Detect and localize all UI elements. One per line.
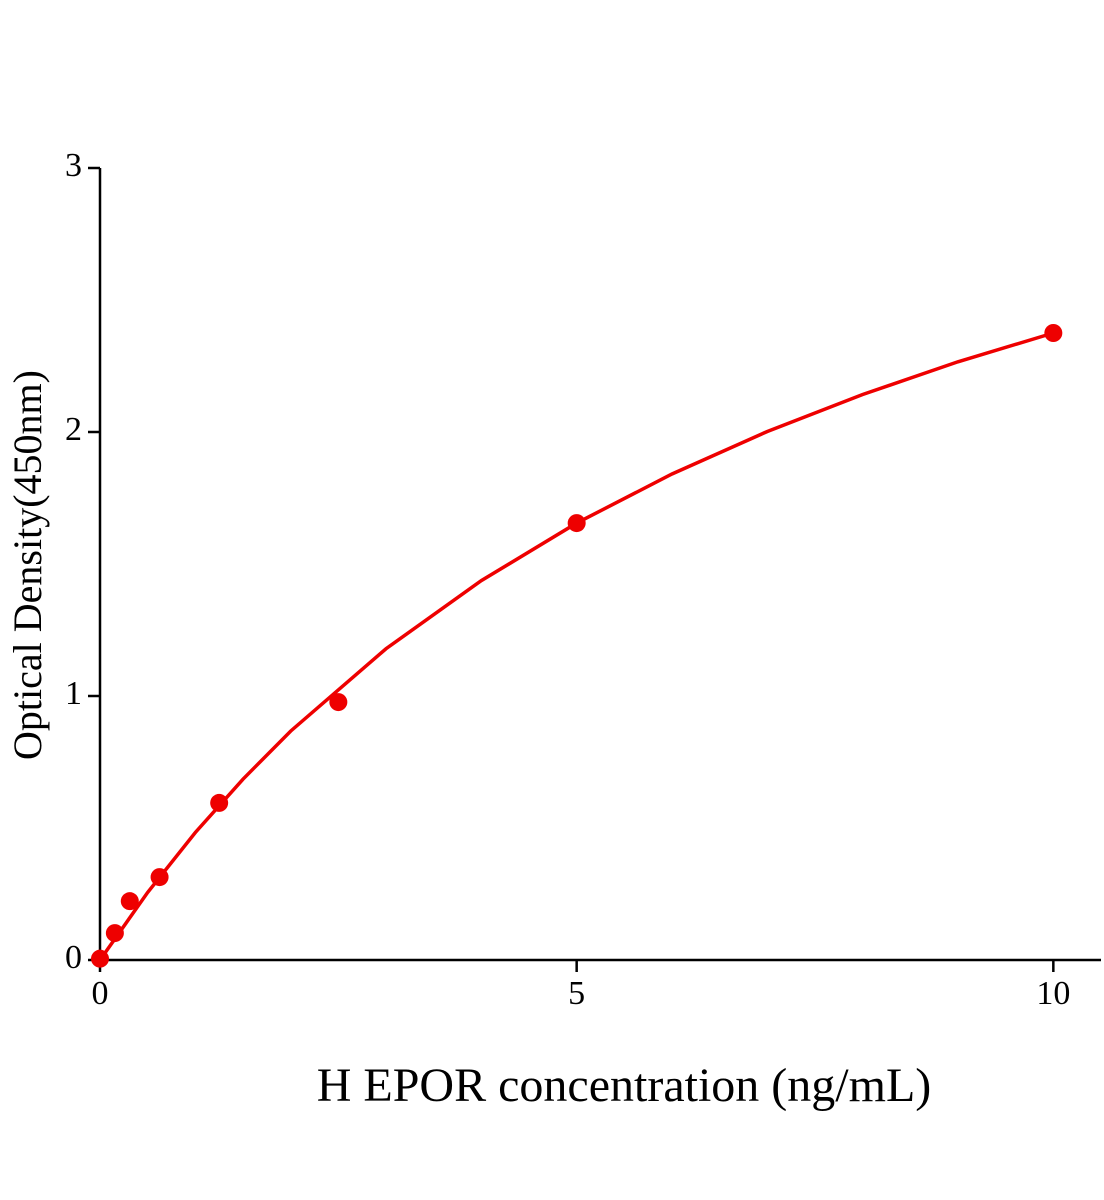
y-tick-label: 3 [65, 147, 82, 184]
y-tick-label: 0 [65, 939, 82, 976]
x-tick-label: 0 [92, 975, 109, 1012]
fit-curve [98, 331, 1054, 962]
data-point [329, 693, 348, 712]
y-tick-label: 1 [65, 675, 82, 712]
y-tick-label: 2 [65, 411, 82, 448]
data-point [105, 924, 124, 943]
data-point [120, 892, 139, 911]
y-axis-title: Optical Density(450nm) [5, 370, 50, 760]
x-axis-title: H EPOR concentration (ng/mL) [317, 1059, 932, 1112]
x-tick-label: 10 [1036, 975, 1070, 1012]
x-tick-label: 5 [568, 975, 585, 1012]
